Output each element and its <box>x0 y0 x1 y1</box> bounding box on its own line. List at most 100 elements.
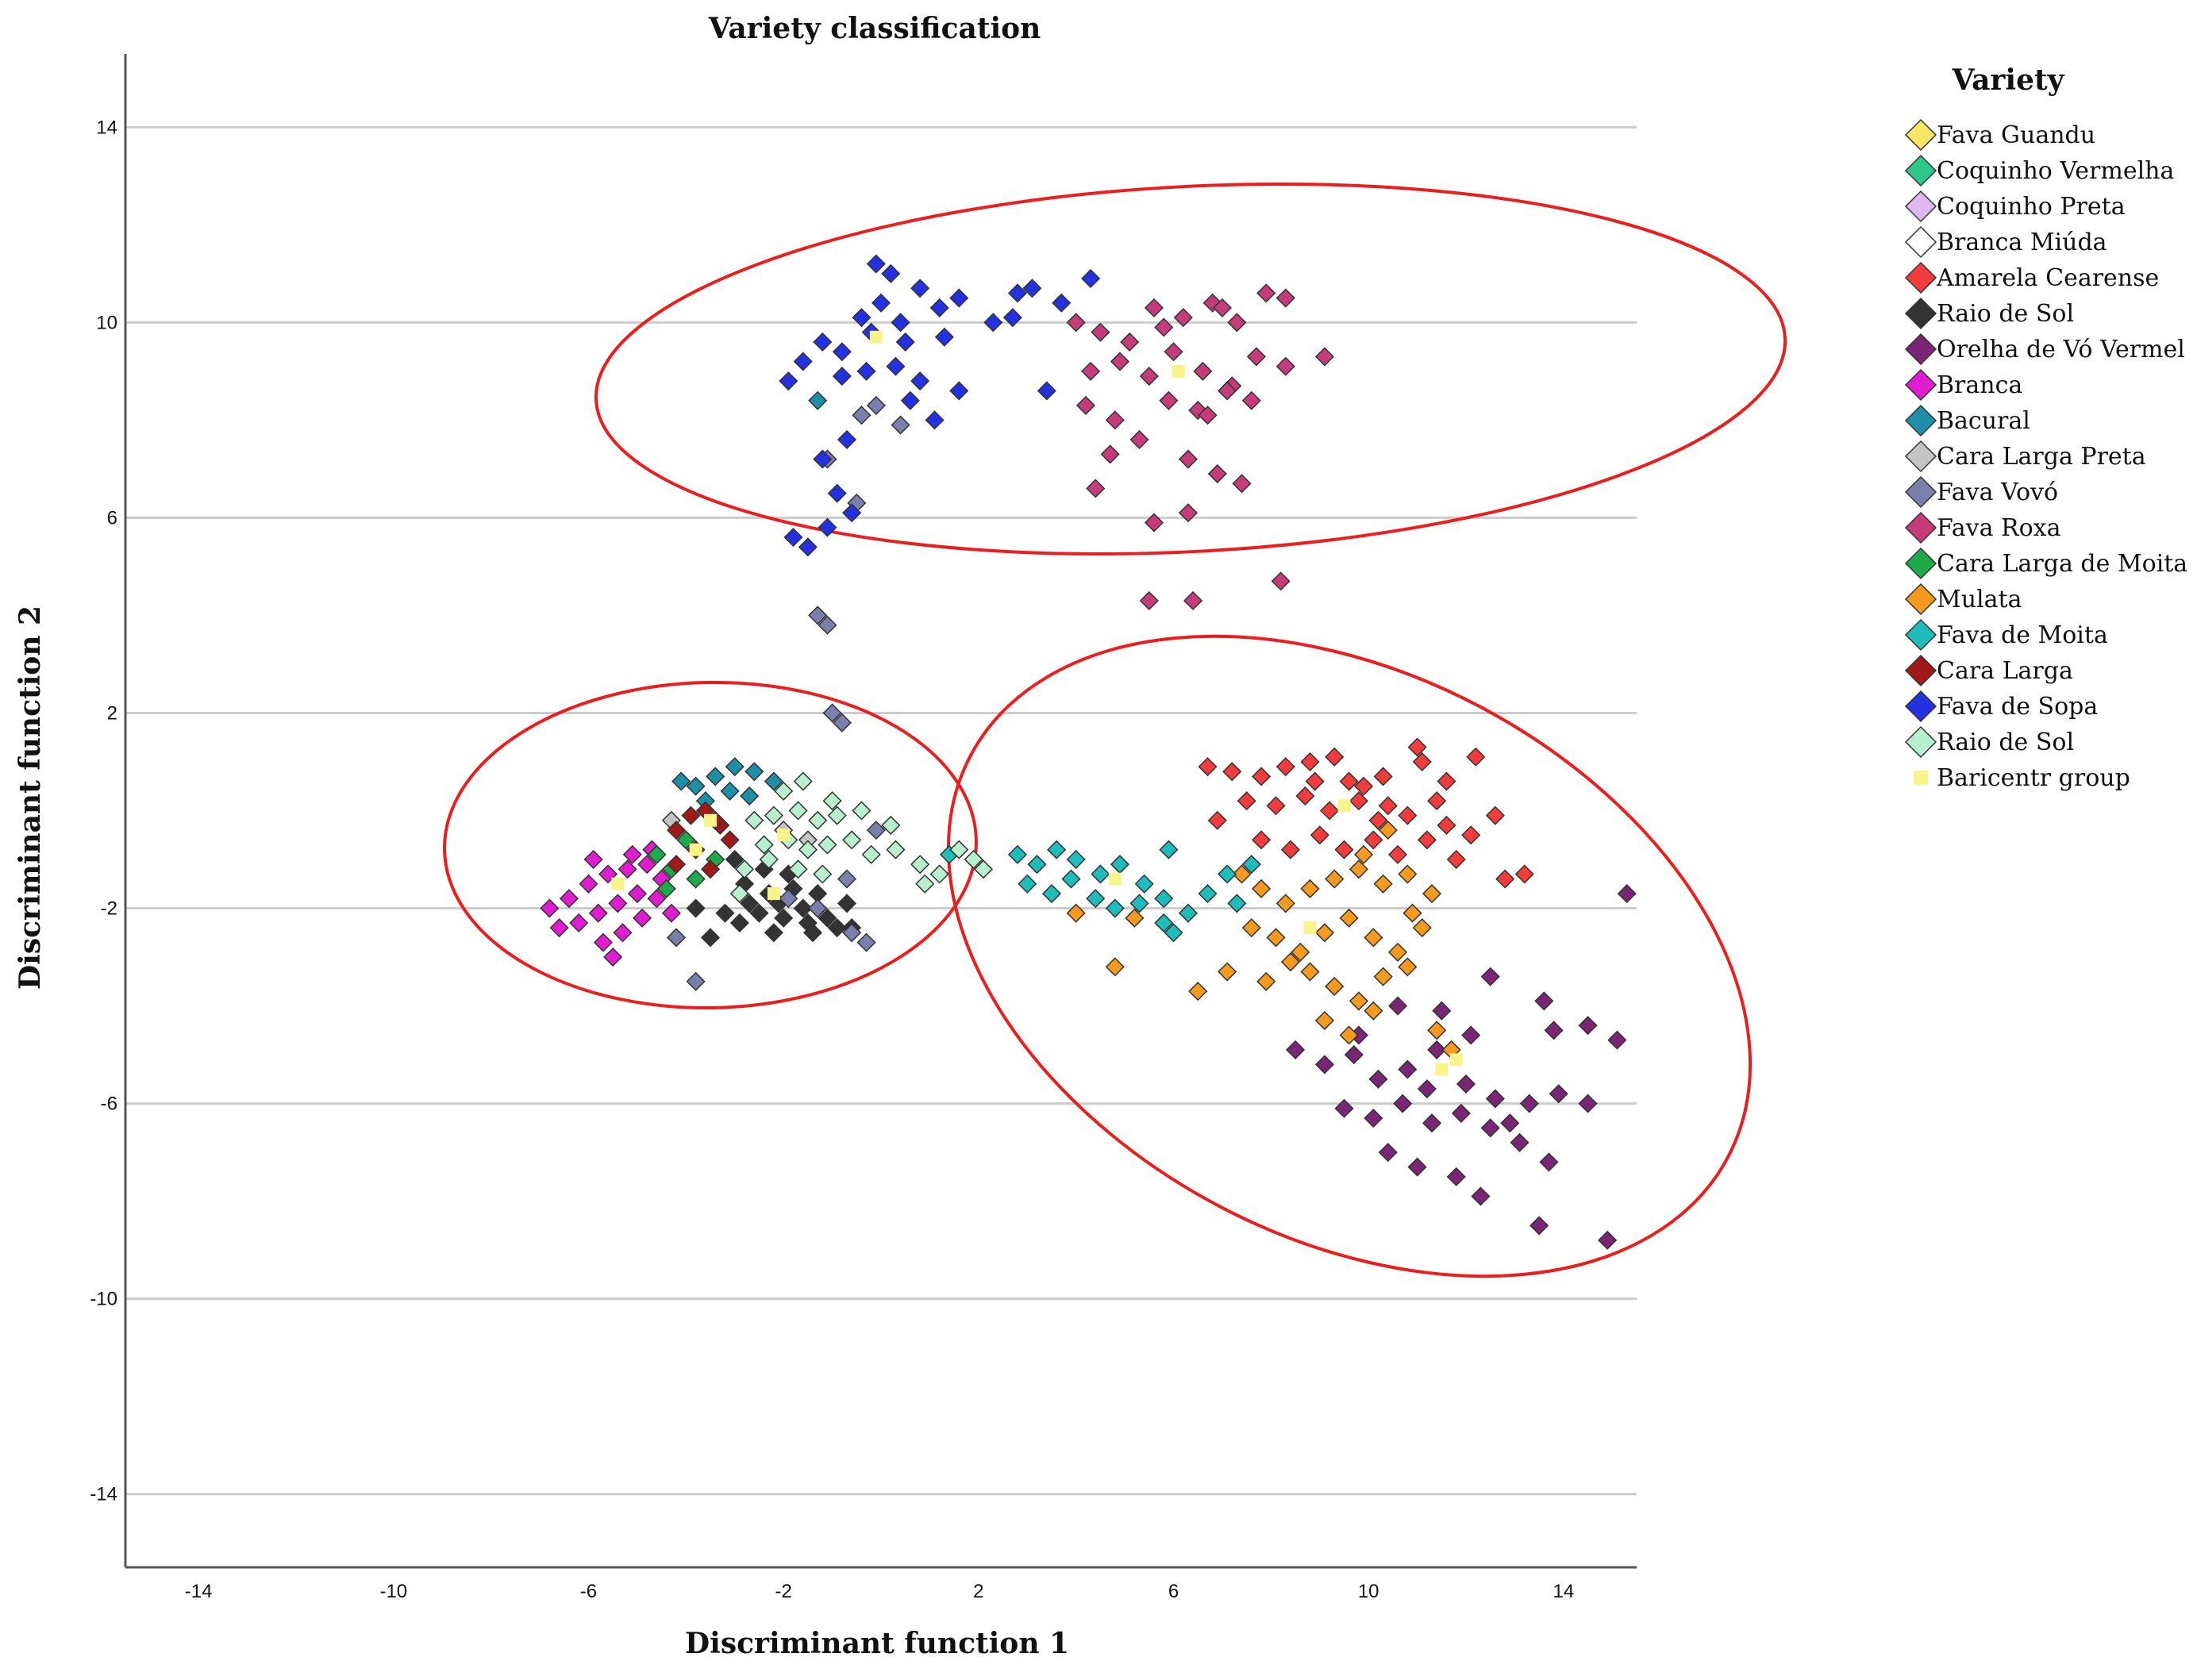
data-point <box>1349 991 1368 1011</box>
data-point <box>1387 942 1408 962</box>
data-point <box>1207 463 1227 484</box>
data-point <box>1407 737 1427 757</box>
x-tick-label: 10 <box>1358 1581 1379 1602</box>
data-point <box>1246 347 1266 367</box>
data-point <box>818 615 837 635</box>
data-point <box>1534 991 1554 1011</box>
data-point <box>1480 967 1500 986</box>
data-point <box>1207 810 1227 830</box>
data-point <box>1398 805 1418 825</box>
data-point <box>681 805 701 825</box>
data-point <box>925 410 945 430</box>
data-point <box>1417 830 1437 850</box>
data-point <box>706 767 725 786</box>
data-point <box>798 840 818 859</box>
data-point <box>1334 840 1354 859</box>
data-point <box>1144 513 1164 532</box>
legend-entry-label: Orelha de Vó Vermel <box>1937 336 2185 363</box>
data-point <box>1022 279 1042 298</box>
data-point <box>837 429 857 450</box>
data-point <box>934 327 954 347</box>
data-point <box>1007 844 1028 864</box>
y-tick-label: -14 <box>90 1484 117 1505</box>
data-point <box>1314 1010 1334 1031</box>
data-point <box>1437 815 1456 836</box>
data-point <box>559 889 579 909</box>
data-point <box>822 791 842 811</box>
y-tick-label: -2 <box>101 898 117 920</box>
data-point <box>603 947 623 967</box>
data-point <box>729 884 749 904</box>
data-point <box>764 771 783 791</box>
y-tick-label: 10 <box>96 312 117 333</box>
data-point <box>779 889 798 909</box>
data-point <box>1485 805 1505 825</box>
data-point <box>1134 874 1154 894</box>
data-point <box>734 859 755 879</box>
data-point <box>1222 762 1242 782</box>
data-point <box>1456 1074 1476 1094</box>
data-point <box>910 855 930 875</box>
y-tick-label: 2 <box>107 702 117 724</box>
data-point <box>1266 796 1286 816</box>
data-point <box>1495 869 1515 889</box>
data-point <box>1378 1143 1398 1163</box>
y-tick-label: -10 <box>90 1289 117 1310</box>
data-point <box>915 874 935 894</box>
data-point <box>973 859 994 879</box>
data-point <box>1125 908 1145 928</box>
data-point <box>579 874 598 894</box>
data-point <box>1007 283 1028 303</box>
data-point <box>856 361 876 381</box>
data-point <box>1461 825 1481 845</box>
data-point <box>827 483 847 503</box>
x-tick-label: 14 <box>1553 1581 1575 1602</box>
data-point <box>1066 313 1086 333</box>
data-point <box>798 913 818 933</box>
data-point <box>1271 571 1291 591</box>
data-point <box>549 918 569 938</box>
data-point <box>637 855 657 875</box>
data-point <box>818 517 837 537</box>
data-point <box>740 894 760 913</box>
data-point <box>1422 1113 1442 1133</box>
axes: 14 10 6 2 -2 -6 -10 -14 -14 -10 -6 -2 2 6 10 14 <box>90 54 1637 1602</box>
data-point <box>1241 855 1261 875</box>
legend-entry-label: Coquinho Vermelha <box>1937 157 2174 185</box>
data-point <box>686 898 706 918</box>
data-point <box>1514 864 1534 884</box>
data-point <box>1339 771 1359 791</box>
data-point <box>1300 962 1320 982</box>
data-point <box>1178 449 1199 469</box>
legend-title: Variety <box>1951 63 2064 97</box>
data-point <box>1066 903 1086 923</box>
data-point <box>666 855 687 875</box>
data-point <box>1617 884 1637 904</box>
data-point <box>1018 874 1037 894</box>
legend-swatch <box>1904 690 1937 723</box>
legend-entry-label: Branca <box>1937 371 2022 399</box>
x-tick-label: -14 <box>185 1581 213 1602</box>
data-point <box>686 971 706 991</box>
barycenter-point <box>1449 1053 1463 1067</box>
cluster-ellipse-right <box>946 634 1753 1278</box>
data-point <box>793 771 813 791</box>
data-point <box>632 908 652 928</box>
data-point <box>949 288 969 308</box>
data-point <box>1466 747 1486 767</box>
data-point <box>1037 381 1056 401</box>
x-axis-label: Discriminant function 1 <box>685 1627 1069 1660</box>
legend-entry-label: Mulata <box>1937 586 2022 613</box>
data-point <box>1198 406 1218 425</box>
data-point <box>754 835 774 855</box>
data-point <box>1280 952 1300 972</box>
data-point <box>1368 1069 1388 1089</box>
y-tick-label: 6 <box>107 507 117 529</box>
data-point <box>749 903 769 923</box>
legend-swatch <box>1904 297 1937 330</box>
data-point <box>1387 844 1408 864</box>
data-point <box>720 830 740 850</box>
data-point <box>1364 928 1383 948</box>
data-point <box>1081 268 1101 289</box>
data-point <box>1364 830 1383 850</box>
